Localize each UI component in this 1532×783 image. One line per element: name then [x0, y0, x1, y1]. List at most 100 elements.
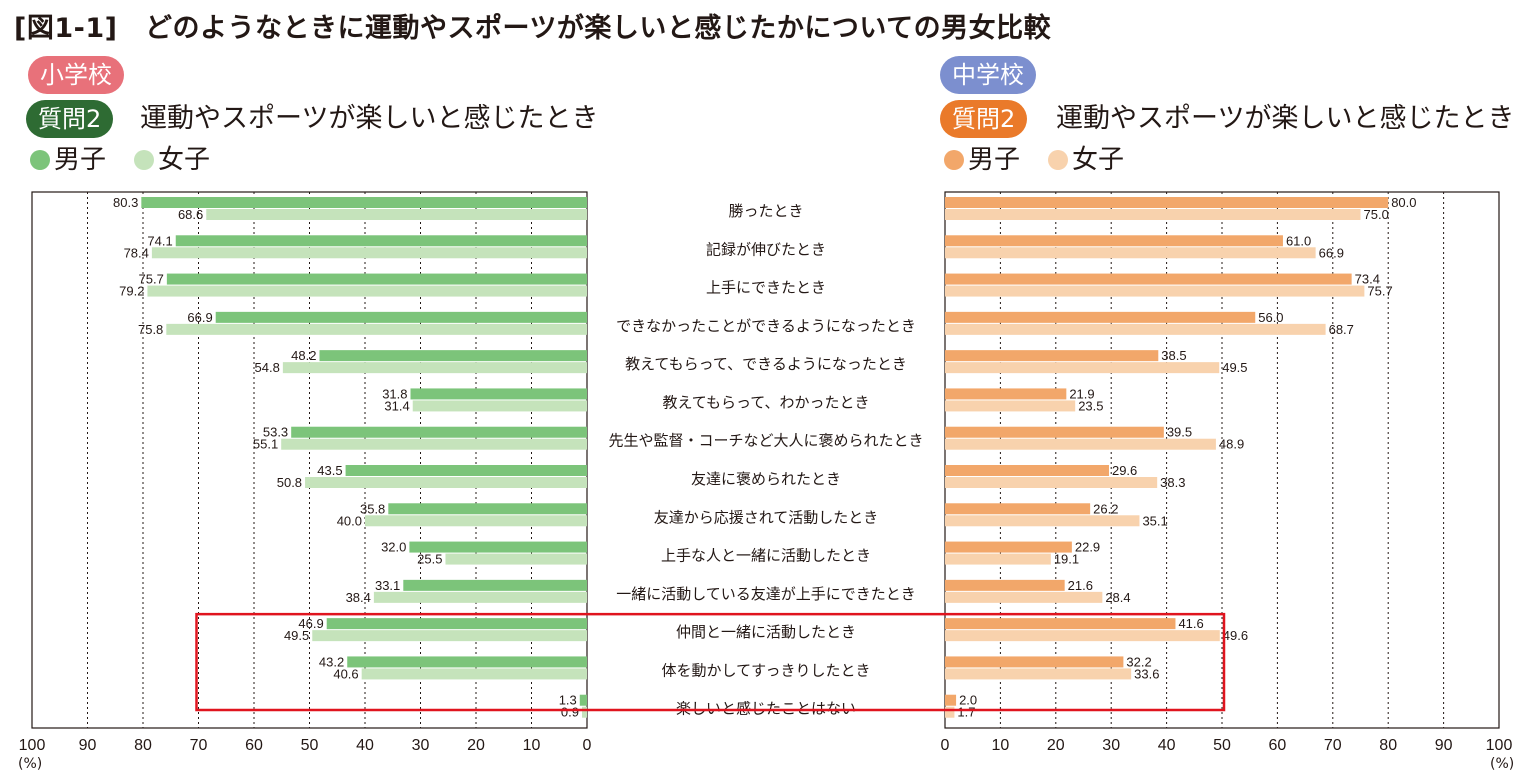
category-label: 上手な人と一緒に活動したとき	[661, 547, 871, 565]
category-label: 楽しいと感じたことはない	[676, 700, 856, 718]
figure-title: [図1-1] どのようなときに運動やスポーツが楽しいと感じたかについての男女比較	[14, 13, 1052, 44]
junior-high-male-value-label: 80.0	[1391, 195, 1416, 210]
bar-elementary-female	[445, 553, 587, 565]
bar-junior-high-male	[945, 656, 1124, 668]
right-legend-female-label: 女子	[1072, 145, 1125, 175]
bar-junior-high-male	[945, 350, 1159, 362]
elementary-female-value-label: 55.1	[253, 437, 278, 452]
junior-high-male-value-label: 22.9	[1075, 540, 1100, 555]
right-x-tick-label: 100	[1486, 737, 1513, 754]
category-label: 勝ったとき	[728, 202, 803, 220]
category-label: 体を動かしてすっきりしたとき	[662, 661, 871, 679]
bar-junior-high-male	[945, 503, 1091, 515]
bar-elementary-male	[291, 426, 587, 438]
left-x-tick-label: 20	[467, 737, 485, 754]
right-x-tick-label: 70	[1324, 737, 1342, 754]
right-x-tick-label: 60	[1269, 737, 1287, 754]
category-label: 一緒に活動している友達が上手にできたとき	[616, 585, 916, 603]
bar-junior-high-male	[945, 235, 1283, 247]
bar-elementary-female	[412, 400, 587, 412]
elementary-male-value-label: 48.2	[291, 348, 316, 363]
elementary-female-value-label: 78.4	[124, 245, 149, 260]
elementary-female-value-label: 79.2	[119, 284, 144, 299]
elementary-male-value-label: 80.3	[113, 195, 138, 210]
elementary-male-value-label: 66.9	[187, 310, 212, 325]
bar-elementary-male	[579, 694, 587, 706]
bar-elementary-female	[365, 515, 587, 527]
bar-junior-high-female	[945, 209, 1361, 220]
right-legend-male-swatch	[944, 150, 964, 170]
elementary-female-value-label: 54.8	[255, 360, 280, 375]
bar-elementary-female	[312, 630, 587, 642]
bar-junior-high-female	[945, 706, 955, 718]
bar-junior-high-female	[945, 591, 1103, 603]
bar-junior-high-male	[945, 694, 957, 706]
bar-junior-high-female	[945, 438, 1216, 450]
bar-junior-high-male	[945, 426, 1164, 438]
category-label: 記録が伸びたとき	[706, 240, 826, 258]
bar-junior-high-male	[945, 273, 1352, 285]
bar-elementary-female	[206, 209, 587, 220]
bar-elementary-female	[151, 247, 587, 259]
left-question-badge: 質問2	[26, 100, 114, 138]
right-x-tick-label: 30	[1102, 737, 1120, 754]
category-label: 上手にできたとき	[706, 279, 826, 297]
bar-junior-high-male	[945, 579, 1065, 591]
left-x-tick-label: 0	[583, 737, 592, 754]
left-question-text: 運動やスポーツが楽しいと感じたとき	[140, 103, 599, 134]
elementary-female-value-label: 25.5	[417, 552, 442, 567]
bar-junior-high-female	[945, 515, 1140, 527]
left-x-tick-label: 100	[19, 737, 46, 754]
junior-high-male-value-label: 56.0	[1258, 310, 1283, 325]
junior-high-female-value-label: 38.3	[1160, 475, 1185, 490]
junior-high-male-value-label: 39.5	[1167, 425, 1192, 440]
bar-junior-high-female	[945, 553, 1051, 565]
junior-high-male-value-label: 61.0	[1286, 233, 1311, 248]
elementary-male-value-label: 35.8	[360, 501, 385, 516]
elementary-male-value-label: 33.1	[375, 578, 400, 593]
junior-high-female-value-label: 1.7	[957, 705, 975, 720]
elementary-female-value-label: 40.0	[337, 513, 362, 528]
bar-elementary-male	[215, 311, 587, 323]
junior-high-school-badge: 中学校	[940, 56, 1036, 94]
bar-elementary-female	[282, 362, 587, 374]
junior-high-female-value-label: 19.1	[1054, 552, 1079, 567]
highlight-box	[195, 612, 1226, 712]
bar-junior-high-female	[945, 668, 1132, 680]
left-x-tick-label: 80	[134, 737, 152, 754]
bar-elementary-male	[388, 503, 587, 515]
bar-elementary-male	[347, 656, 587, 668]
bar-elementary-male	[319, 350, 587, 362]
junior-high-male-value-label: 21.9	[1069, 386, 1094, 401]
junior-high-female-value-label: 33.6	[1134, 666, 1159, 681]
right-x-tick-label: 20	[1047, 737, 1065, 754]
left-x-tick-label: 70	[190, 737, 208, 754]
right-question-badge: 質問2	[940, 100, 1028, 138]
right-x-tick-label: 0	[941, 737, 950, 754]
left-legend-male-label: 男子	[54, 145, 107, 175]
elementary-female-value-label: 75.8	[138, 322, 163, 337]
junior-high-male-value-label: 2.0	[959, 693, 977, 708]
elementary-female-value-label: 0.9	[561, 705, 579, 720]
elementary-male-value-label: 53.3	[263, 425, 288, 440]
left-x-tick-label: 30	[412, 737, 430, 754]
category-label: 教えてもらって、わかったとき	[662, 393, 869, 411]
elementary-female-value-label: 40.6	[333, 666, 358, 681]
bar-elementary-male	[403, 579, 587, 591]
elementary-male-value-label: 1.3	[559, 693, 577, 708]
right-x-tick-label: 90	[1435, 737, 1453, 754]
right-x-tick-label: 10	[992, 737, 1010, 754]
junior-high-male-value-label: 29.6	[1112, 463, 1137, 478]
bar-elementary-female	[166, 323, 587, 335]
elementary-female-value-label: 31.4	[384, 398, 409, 413]
bar-elementary-female	[305, 477, 587, 488]
elementary-male-value-label: 43.2	[319, 654, 344, 669]
bar-junior-high-female	[945, 400, 1076, 412]
bar-junior-high-male	[945, 541, 1072, 553]
bar-elementary-female	[147, 285, 587, 297]
bar-elementary-male	[166, 273, 588, 285]
bar-elementary-male	[409, 541, 587, 553]
category-label: 教えてもらって、できるようになったとき	[625, 355, 907, 373]
bar-junior-high-male	[945, 388, 1067, 400]
